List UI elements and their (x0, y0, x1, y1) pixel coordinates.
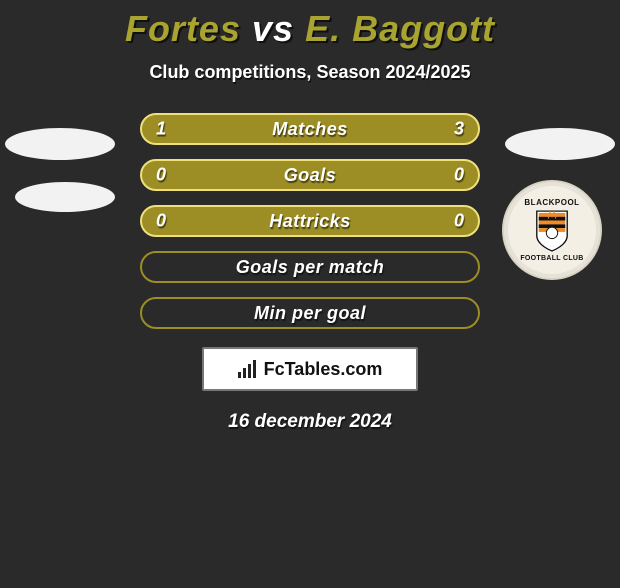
attribution-text: FcTables.com (264, 359, 383, 380)
stat-label: Goals (284, 165, 337, 186)
stat-row: Min per goal (140, 297, 480, 329)
player1-name: Fortes (125, 8, 241, 49)
stat-left-value: 1 (156, 119, 166, 140)
vs-label: vs (252, 8, 294, 49)
stat-right-value: 0 (454, 211, 464, 232)
footer-date: 16 december 2024 (0, 411, 620, 433)
stat-row: 0 Goals 0 (140, 159, 480, 191)
stats-container: 1 Matches 3 0 Goals 0 0 Hattricks 0 Goals per mat… (0, 113, 620, 329)
stat-label: Hattricks (269, 211, 351, 232)
stat-row: 1 Matches 3 (140, 113, 480, 145)
stat-label: Min per goal (254, 303, 366, 324)
player2-name: E. Baggott (305, 8, 495, 49)
stat-left-value: 0 (156, 165, 166, 186)
attribution-box: FcTables.com (202, 347, 418, 391)
stat-label: Goals per match (236, 257, 385, 278)
stat-row: 0 Hattricks 0 (140, 205, 480, 237)
chart-icon (238, 360, 256, 378)
stat-right-value: 0 (454, 165, 464, 186)
stat-row: Goals per match (140, 251, 480, 283)
stat-label: Matches (272, 119, 348, 140)
stat-left-value: 0 (156, 211, 166, 232)
season-subtitle: Club competitions, Season 2024/2025 (0, 62, 620, 83)
stat-right-value: 3 (454, 119, 464, 140)
comparison-title: Fortes vs E. Baggott (0, 8, 620, 50)
